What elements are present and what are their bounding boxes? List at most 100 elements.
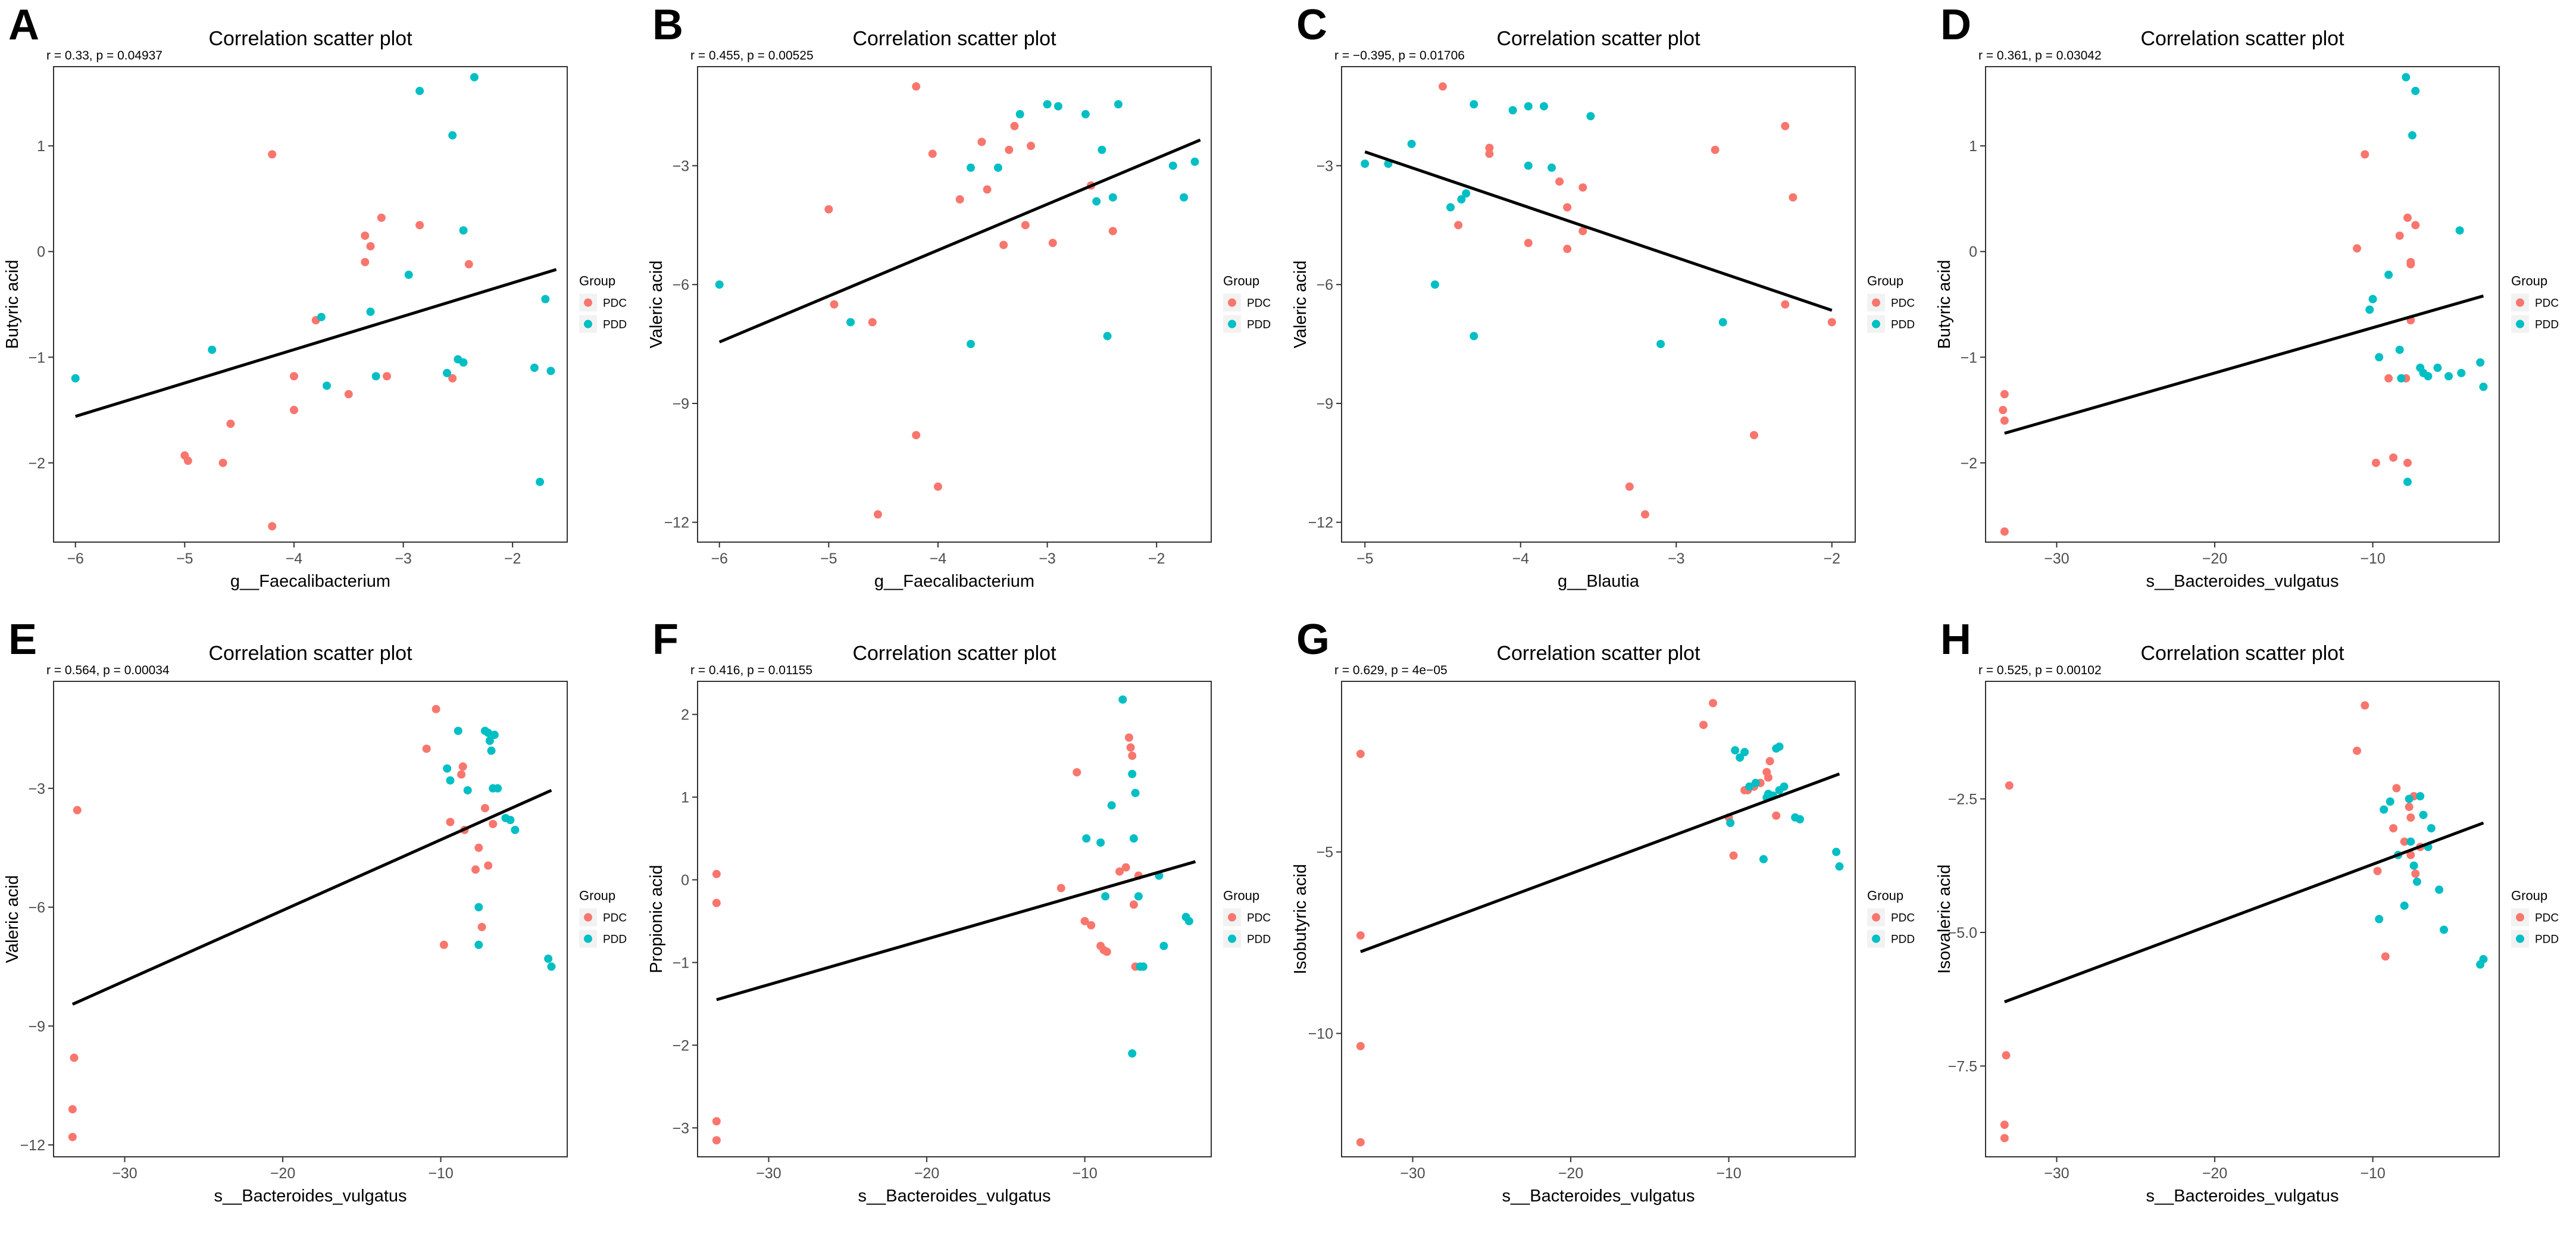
- stats-annotation: r = 0.455, p = 0.00525: [690, 49, 814, 62]
- x-tick-label: −30: [112, 1165, 137, 1182]
- data-point-pdd: [454, 727, 462, 736]
- data-point-pdc: [2400, 837, 2409, 846]
- data-point-pdc: [1356, 749, 1365, 758]
- legend-swatch-pdc: [1872, 298, 1880, 307]
- panel-letter: H: [1940, 616, 1971, 664]
- data-point-pdd: [2433, 364, 2442, 373]
- legend-swatch-pdd: [1872, 934, 1880, 943]
- legend-swatch-pdc: [1228, 913, 1236, 922]
- y-axis-label: Butyric acid: [3, 260, 22, 349]
- plot-area: [1985, 681, 2500, 1157]
- data-point-pdd: [2476, 358, 2485, 367]
- data-point-pdd: [2397, 374, 2406, 383]
- data-point-pdd: [1457, 195, 1466, 204]
- panel-c: C Correlation scatter plot r = −0.395, p =…: [1291, 1, 1915, 591]
- regression-line: [71, 788, 552, 1006]
- data-point-pdc: [439, 940, 448, 949]
- data-point-pdd: [485, 736, 494, 745]
- data-point-pdd: [1081, 109, 1090, 118]
- data-point-pdc: [218, 458, 227, 467]
- x-tick-label: −4: [930, 550, 947, 567]
- data-point-pdd: [993, 163, 1002, 172]
- data-point-pdd: [459, 226, 468, 235]
- data-point-pdd: [1128, 1049, 1137, 1058]
- data-point-pdd: [2435, 885, 2444, 894]
- data-point-pdc: [471, 865, 480, 874]
- data-point-pdc: [484, 861, 493, 870]
- data-point-pdd: [2455, 226, 2464, 235]
- data-point-pdc: [1102, 947, 1111, 956]
- data-point-pdd: [506, 816, 515, 825]
- data-point-pdd: [1118, 695, 1127, 704]
- plot-area: [697, 681, 1212, 1157]
- data-point-pdd: [2405, 794, 2414, 803]
- data-point-pdd: [1539, 102, 1548, 111]
- data-point-pdc: [712, 1117, 721, 1126]
- data-point-pdc: [457, 770, 466, 779]
- data-point-pdd: [366, 307, 375, 316]
- stats-annotation: r = 0.629, p = 4e−05: [1334, 664, 1448, 677]
- plot-area: [1341, 681, 1856, 1157]
- x-tick-label: −10: [1072, 1165, 1097, 1182]
- data-point-pdc: [2403, 458, 2412, 467]
- data-point-pdc: [912, 431, 921, 440]
- legend-swatch-pdd: [1228, 934, 1236, 943]
- data-point-pdd: [2479, 382, 2488, 391]
- data-point-pdc: [383, 372, 392, 381]
- data-point-pdc: [1765, 757, 1774, 766]
- x-tick-label: −4: [286, 550, 303, 567]
- x-tick-label: −6: [711, 550, 728, 567]
- data-point-pdd: [474, 940, 483, 949]
- stats-annotation: r = −0.395, p = 0.01706: [1334, 49, 1465, 62]
- panel-letter: E: [8, 616, 37, 664]
- data-point-pdd: [546, 367, 555, 375]
- x-tick-label: −20: [1558, 1165, 1583, 1182]
- data-point-pdc: [1578, 227, 1587, 236]
- data-point-pdc: [226, 420, 235, 428]
- data-point-pdd: [1107, 801, 1116, 810]
- x-tick-label: −30: [2044, 550, 2069, 567]
- data-point-pdc: [2395, 231, 2404, 240]
- data-point-pdd: [2444, 372, 2453, 381]
- y-tick-label: −2: [1960, 455, 1977, 472]
- y-axis-label: Butyric acid: [1935, 260, 1954, 349]
- data-point-pdd: [2416, 792, 2425, 801]
- legend-label-pdc: PDC: [1247, 298, 1271, 310]
- panel-h: H Correlation scatter plot r = 0.525, p = …: [1935, 616, 2559, 1206]
- data-point-pdc: [422, 744, 431, 753]
- data-point-pdc: [2406, 813, 2415, 822]
- y-tick-label: −6: [28, 900, 45, 916]
- y-tick-label: −9: [1316, 396, 1333, 412]
- data-point-pdc: [2361, 701, 2369, 710]
- x-tick-label: −5: [176, 550, 193, 567]
- data-point-pdd: [1508, 106, 1517, 115]
- x-axis-label: s__Bacteroides_vulgatus: [2146, 572, 2339, 591]
- data-point-pdc: [2406, 260, 2415, 269]
- data-point-pdd: [1082, 834, 1091, 843]
- data-point-pdc: [1121, 863, 1130, 872]
- data-point-pdc: [2000, 1134, 2009, 1143]
- data-point-pdc: [1048, 239, 1057, 248]
- data-point-pdd: [1430, 280, 1439, 289]
- chart-title: Correlation scatter plot: [1496, 642, 1700, 665]
- legend-swatch-pdd: [2516, 320, 2524, 328]
- data-point-pdd: [317, 312, 326, 321]
- data-point-pdd: [846, 318, 855, 327]
- x-tick-label: −2: [504, 550, 521, 567]
- panel-letter: A: [8, 1, 39, 49]
- data-point-pdc: [366, 242, 375, 251]
- data-point-pdc: [1625, 482, 1634, 491]
- regression-line: [1359, 772, 1840, 953]
- data-point-pdc: [1108, 227, 1117, 236]
- x-tick-label: −6: [67, 550, 84, 567]
- data-point-pdd: [1134, 892, 1143, 901]
- data-point-pdc: [477, 922, 486, 931]
- data-point-pdc: [489, 819, 498, 828]
- data-point-pdd: [487, 746, 496, 755]
- data-point-pdd: [1718, 318, 1727, 327]
- legend: Group PDC PDD: [1223, 888, 1271, 948]
- data-point-pdc: [933, 482, 942, 491]
- data-point-pdd: [323, 381, 332, 390]
- x-tick-label: −10: [2360, 550, 2385, 567]
- x-tick-label: −20: [2202, 1165, 2227, 1182]
